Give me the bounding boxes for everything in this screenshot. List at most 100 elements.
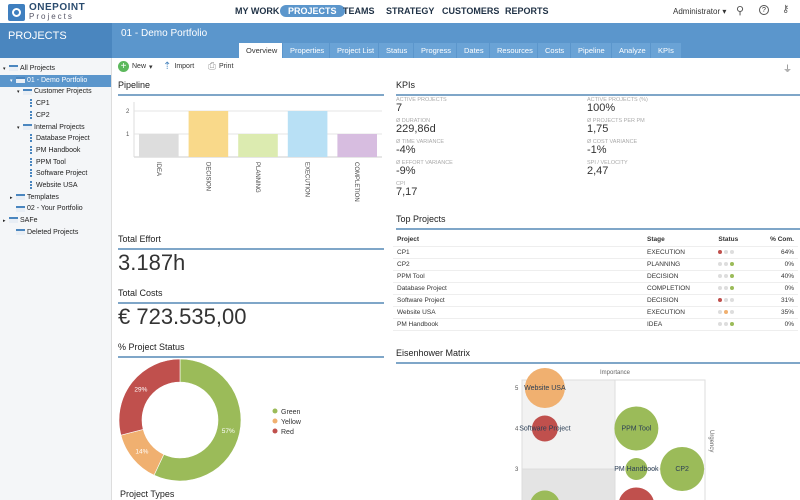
- user-menu[interactable]: Administrator ▾: [673, 7, 727, 16]
- x-tick-label: COMPLETION: [353, 162, 359, 202]
- tree-item[interactable]: ▾ 01 - Demo Portfolio: [0, 74, 111, 87]
- legend-label[interactable]: Green: [281, 409, 301, 416]
- status-cell: [714, 294, 754, 307]
- expand-icon[interactable]: ▸: [3, 218, 6, 225]
- tree-item[interactable]: ▾ Customer Projects: [17, 86, 92, 98]
- tab-pipeline[interactable]: Pipeline: [570, 43, 612, 58]
- tree-item[interactable]: ▸ SAFe: [3, 215, 38, 227]
- table-row[interactable]: CP2 PLANNING 0%: [393, 258, 798, 271]
- kpi-item: Ø Time Variance -4%: [396, 139, 444, 156]
- bubble[interactable]: [625, 458, 648, 480]
- total-costs-value: € 723.535,00: [118, 304, 247, 329]
- expand-icon[interactable]: ▾: [17, 124, 20, 131]
- bubble[interactable]: [614, 406, 659, 451]
- stage-cell: DECISION: [643, 294, 715, 307]
- new-button[interactable]: + New ▾: [118, 61, 153, 72]
- status-dot: [730, 321, 735, 326]
- table-row[interactable]: PPM Tool DECISION 40%: [393, 270, 798, 283]
- tree-item[interactable]: Deleted Projects: [10, 227, 78, 239]
- bubble[interactable]: [619, 487, 654, 500]
- nav-teams[interactable]: TEAMS: [343, 6, 375, 16]
- import-button[interactable]: ⇡ Import: [163, 61, 194, 72]
- y-tick-label: 4: [515, 427, 519, 433]
- table-row[interactable]: Database Project COMPLETION 0%: [393, 282, 798, 295]
- nav-customers[interactable]: CUSTOMERS: [442, 6, 500, 16]
- status-dot: [724, 321, 729, 326]
- folder-icon: [9, 65, 18, 72]
- table-row[interactable]: PM Handbook IDEA 0%: [393, 318, 798, 331]
- tree-item[interactable]: CP2: [24, 110, 50, 122]
- tree-item[interactable]: Software Project: [24, 168, 87, 180]
- project-types-title: Project Types: [120, 489, 175, 499]
- stage-cell: DECISION: [643, 270, 715, 283]
- tab-overview[interactable]: Overview: [238, 43, 285, 58]
- table-row[interactable]: CP1 EXECUTION 64%: [393, 246, 798, 259]
- nav-strategy[interactable]: STRATEGY: [386, 6, 435, 16]
- column-header[interactable]: Stage: [643, 234, 715, 247]
- status-dot: [730, 249, 735, 254]
- tree-item[interactable]: Website USA: [24, 180, 78, 192]
- bubble[interactable]: [530, 490, 559, 500]
- kpi-value: 7: [396, 102, 403, 114]
- status-dot: [718, 309, 723, 314]
- tree-item[interactable]: PPM Tool: [24, 157, 66, 169]
- tree-item[interactable]: Database Project: [24, 133, 90, 145]
- logo[interactable]: ONEPOINT Projects: [8, 3, 85, 21]
- project-cell: Website USA: [393, 306, 643, 319]
- tree-item[interactable]: ▸ Templates: [10, 192, 59, 204]
- tree-item[interactable]: ▾ All Projects: [3, 63, 55, 75]
- status-dot: [718, 285, 723, 290]
- legend-label[interactable]: Red: [281, 429, 294, 436]
- project-icon: [30, 134, 32, 143]
- status-dot: [718, 261, 723, 266]
- tree-item[interactable]: PM Handbook: [24, 145, 80, 157]
- legend-label[interactable]: Yellow: [281, 419, 302, 426]
- kpi-item: Ø Cost Variance -1%: [587, 139, 637, 156]
- expand-icon[interactable]: ▾: [10, 77, 13, 84]
- expand-icon[interactable]: ▸: [10, 194, 13, 201]
- tab-project-list[interactable]: Project List: [329, 43, 382, 58]
- bubble[interactable]: [660, 447, 705, 491]
- tab-progress[interactable]: Progress: [413, 43, 459, 58]
- x-axis-label: Importance: [600, 370, 631, 376]
- tab-kpis[interactable]: KPIs: [650, 43, 681, 58]
- table-row[interactable]: Software Project DECISION 31%: [393, 294, 798, 307]
- expand-icon[interactable]: ▾: [17, 89, 20, 96]
- kpi-item: Ø Effort Variance -9%: [396, 160, 453, 177]
- project-cell: Software Project: [393, 294, 643, 307]
- bubble[interactable]: [524, 368, 565, 408]
- tab-dates[interactable]: Dates: [456, 43, 491, 58]
- tab-resources[interactable]: Resources: [489, 43, 540, 58]
- column-header[interactable]: Status: [714, 234, 754, 247]
- kpi-value: 1,75: [587, 123, 609, 135]
- column-header[interactable]: % Com.: [753, 234, 798, 247]
- table-row[interactable]: Website USA EXECUTION 35%: [393, 306, 798, 319]
- status-dot: [718, 249, 723, 254]
- tab-analyze[interactable]: Analyze: [611, 43, 653, 58]
- bubble[interactable]: [531, 415, 558, 442]
- tree-item-label: Website USA: [36, 182, 78, 189]
- nav-projects[interactable]: PROJECTS: [280, 5, 345, 17]
- search-icon[interactable]: ⚲: [736, 5, 745, 17]
- tab-status[interactable]: Status: [378, 43, 415, 58]
- tree-item-label: CP1: [36, 100, 50, 108]
- tab-properties[interactable]: Properties: [282, 43, 332, 58]
- status-dot: [730, 285, 735, 290]
- plus-icon: +: [118, 61, 129, 72]
- slice-label: 29%: [134, 387, 147, 394]
- help-icon[interactable]: ?: [759, 5, 769, 15]
- nav-my-work[interactable]: MY WORK: [235, 6, 280, 16]
- expand-icon[interactable]: ▾: [3, 66, 6, 72]
- percent-cell: 0%: [753, 318, 798, 331]
- tree-item[interactable]: ▾ Internal Projects: [17, 122, 85, 134]
- pipeline-section: Pipeline: [118, 80, 384, 96]
- nav-reports[interactable]: REPORTS: [505, 6, 549, 16]
- tree-item[interactable]: CP1: [24, 98, 50, 110]
- filter-icon[interactable]: ⏚: [783, 64, 793, 74]
- print-button[interactable]: ⎙ Print: [208, 61, 233, 72]
- column-header[interactable]: Project: [393, 234, 643, 247]
- key-icon[interactable]: ⚷: [782, 4, 790, 15]
- tree-item[interactable]: 02 - Your Portfolio: [10, 203, 83, 215]
- y-tick-label: 3: [515, 467, 519, 473]
- tab-costs[interactable]: Costs: [537, 43, 572, 58]
